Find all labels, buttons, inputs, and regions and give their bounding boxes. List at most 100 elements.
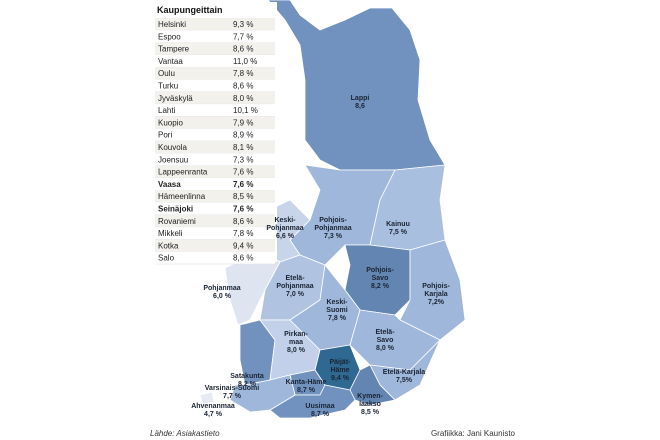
city-name: Tampere [158,45,190,54]
region-value: 7,3 % [324,233,343,240]
city-name: Kotka [158,241,179,250]
region-value: 8,7 % [297,387,316,394]
city-name: Joensuu [158,155,188,164]
city-name: Salo [158,254,175,263]
table-row [155,214,275,228]
region-value: 7,7 % [223,393,242,400]
region-name: Lappi [351,95,370,102]
city-value: 7,7 % [233,32,253,41]
region-value: 9,4 % [331,375,350,382]
city-value: 10,1 % [233,106,258,115]
table-row [155,18,275,31]
region-name: Pohjois- [319,217,347,224]
city-value: 8,5 % [233,192,253,201]
city-value: 9,3 % [233,20,253,29]
city-value: 7,9 % [233,118,253,127]
city-name: Seinäjoki [158,205,193,214]
city-name: Turku [158,82,178,91]
region-name: Ahvenanmaa [191,403,235,410]
region-value: 8,0 % [376,345,395,352]
city-value: 11,0 % [233,57,257,66]
map [199,0,466,419]
city-value: 8,6 % [233,45,253,54]
region-name: Kymen- [357,393,383,400]
table-row [155,141,275,154]
region-name: Etelä- [375,329,395,336]
city-name: Vantaa [158,57,183,66]
region-value: 7,5% [396,377,413,384]
region-name: Etelä- [285,275,305,282]
city-name: Kuopio [158,118,183,127]
table: Helsinki 9,3 % Espoo 7,7 % Tampere 8,6 % Vanta… [155,18,275,265]
city-value: 8,6 % [233,82,253,91]
city-value: 8,6 % [233,217,253,226]
region-name: Pohjanmaa [203,285,240,292]
region-varsinais-suomi [229,374,296,413]
city-value: 8,1 % [233,143,253,152]
region-uusimaa [269,384,356,419]
region-name: Häme [330,367,349,374]
table-row [155,104,275,117]
city-name: Hämeenlinna [158,192,206,201]
source: Lähde: Asiakastieto [150,429,220,438]
region-name: Kanta-Häme [286,379,327,386]
credit: Grafiikka: Jani Kaunisto [431,429,516,438]
region-value: 8,0 % [287,347,306,354]
region-name: Etelä-Karjala [383,369,426,376]
city-value: 7,8 % [233,69,253,78]
region-name: Pohjanmaa [266,225,303,232]
region-value: 8,2 % [371,283,390,290]
region-name: Karjala [424,291,447,298]
table-row [155,30,275,43]
city-name: Kouvola [158,143,187,152]
region-name: Uusimaa [305,403,334,410]
region-ahvenanmaa [199,391,215,405]
table-row [155,153,275,166]
region-kymenlaakso [349,364,396,406]
region-name: Keski- [326,299,348,306]
region-value: 8,7 % [311,411,330,418]
region-name: Savo [372,275,389,282]
city-value: 9,4 % [233,241,253,250]
table-row [155,202,275,215]
city-value: 8,9 % [233,131,253,140]
region-name: Pohjois- [422,283,450,290]
city-value: 7,8 % [233,229,253,238]
region-value: 7,5 % [389,229,408,236]
city-value: 7,6 % [233,180,253,189]
region-value: 8,6 [355,103,365,110]
city-value: 8,0 % [233,94,253,103]
city-name: Oulu [158,69,175,78]
city-name: Helsinki [158,20,186,29]
region-value: 7,0 % [286,291,305,298]
table-row [155,251,275,264]
table-row [155,91,275,105]
city-value: 8,6 % [233,254,253,263]
table-row [155,227,275,240]
city-name: Rovaniemi [158,217,196,226]
region-name: Satakunta [230,373,264,380]
region-pohjois-pohjanmaa [289,164,396,266]
region-name: Päijät- [329,359,351,366]
region-pohjois-karjala [399,239,466,341]
city-name: Espoo [158,32,181,41]
region-value: 8,5 % [361,409,380,416]
region-value: 6,0 % [213,293,232,300]
city-value: 7,3 % [233,155,253,164]
city-value: 7,6 % [233,205,253,214]
table-title: Kaupungeittain [157,5,223,15]
city-name: Mikkeli [158,229,183,238]
table-row [155,116,275,129]
region-name: laakso [359,401,381,408]
table-row [155,190,275,203]
table-row [155,128,275,141]
table-row [155,239,275,252]
city-name: Jyväskylä [158,94,193,103]
city-name: Pori [158,131,172,140]
region-name: Savo [377,337,394,344]
region-name: maa [289,339,303,346]
region-value: 7,2% [428,299,445,306]
table-row [155,165,275,178]
